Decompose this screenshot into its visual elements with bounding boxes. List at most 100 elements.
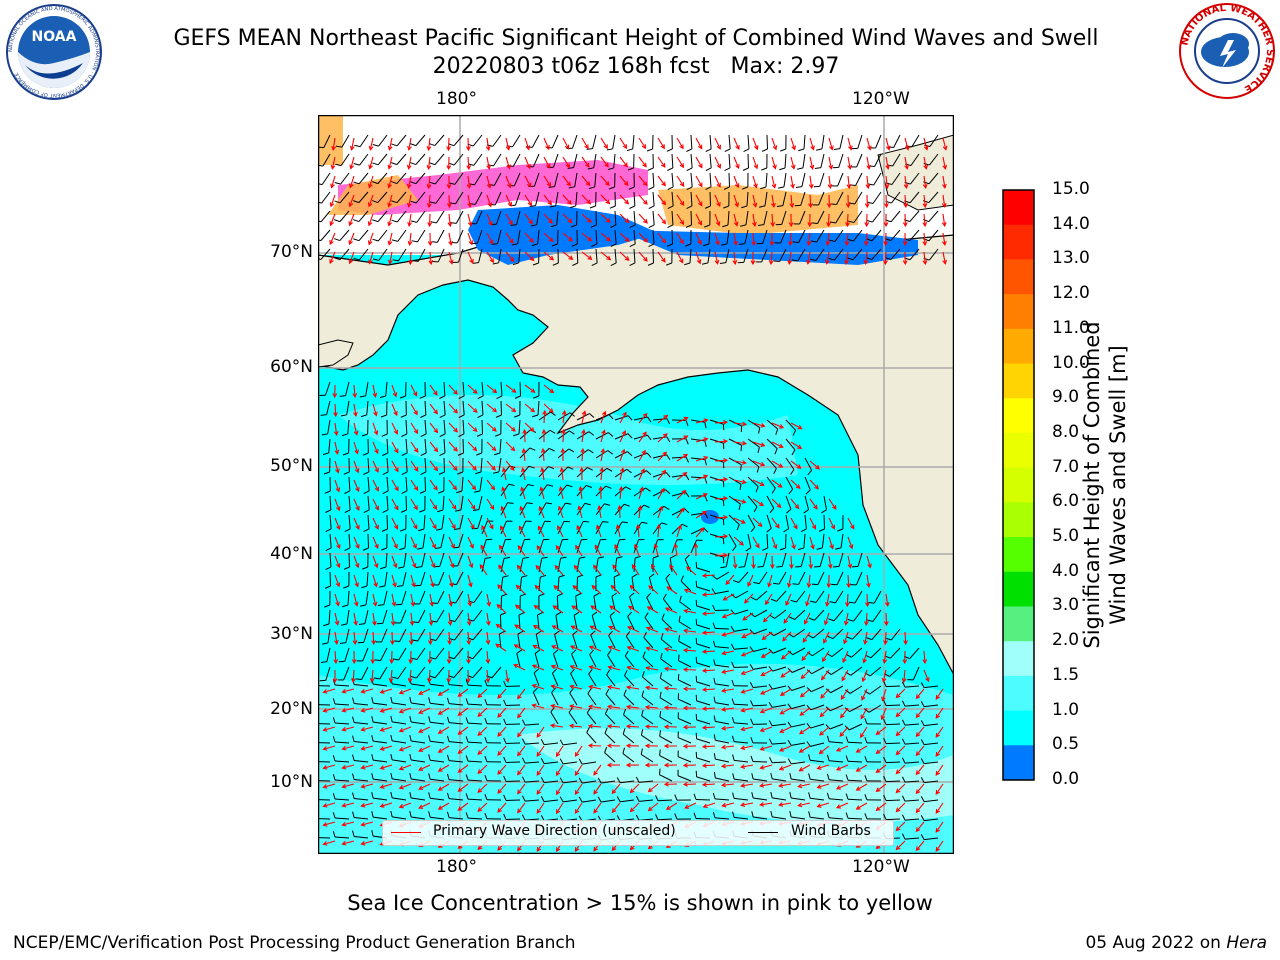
wind-barb-flag bbox=[551, 243, 558, 247]
wave-arrow bbox=[467, 156, 470, 170]
wind-barb bbox=[725, 248, 730, 263]
wave-arrow bbox=[410, 479, 419, 491]
wave-arrow-head bbox=[777, 483, 783, 488]
wave-arrow bbox=[733, 251, 736, 264]
wave-arrow bbox=[600, 213, 611, 223]
wind-barb bbox=[476, 229, 483, 244]
wind-barb bbox=[329, 552, 332, 568]
wind-barb bbox=[327, 419, 331, 434]
wind-barb bbox=[793, 628, 806, 638]
wave-arrow bbox=[399, 783, 412, 789]
wave-arrow-head bbox=[530, 407, 536, 413]
wave-arrow-head bbox=[799, 711, 805, 716]
wind-barb bbox=[436, 229, 445, 243]
wind-barb bbox=[838, 552, 844, 567]
wind-barb bbox=[403, 552, 407, 567]
wave-arrow bbox=[391, 384, 397, 397]
wave-arrow bbox=[559, 487, 564, 500]
wave-arrow-head bbox=[394, 505, 399, 511]
wave-arrow-head bbox=[683, 435, 689, 440]
wave-arrow-head bbox=[322, 689, 328, 694]
wave-arrow-head bbox=[683, 588, 689, 594]
wind-barb-flag bbox=[318, 164, 324, 167]
wind-barb-flag bbox=[711, 588, 716, 594]
wave-arrow-head bbox=[808, 203, 813, 209]
wave-arrow bbox=[616, 525, 621, 538]
wind-barb bbox=[633, 558, 636, 573]
wind-barb-flag bbox=[465, 736, 469, 743]
wave-arrow bbox=[486, 650, 489, 663]
wave-arrow-head bbox=[457, 711, 463, 716]
wave-arrow bbox=[915, 707, 925, 718]
wave-arrow-head bbox=[469, 543, 474, 549]
wave-arrow-head bbox=[767, 582, 772, 588]
wave-arrow-head bbox=[741, 499, 747, 504]
wave-arrow bbox=[752, 479, 765, 486]
wave-arrow-head bbox=[465, 146, 471, 152]
wave-arrow-head bbox=[861, 695, 866, 701]
wave-arrow-head bbox=[437, 805, 443, 810]
wind-barb bbox=[467, 798, 483, 801]
wind-barb-flag bbox=[503, 556, 511, 559]
wave-arrow-head bbox=[530, 388, 536, 393]
wave-arrow-head bbox=[734, 202, 739, 208]
wind-barb bbox=[611, 596, 616, 611]
wind-barb bbox=[586, 732, 597, 744]
wind-barb-flag bbox=[372, 238, 379, 242]
wind-barb bbox=[537, 400, 540, 415]
wave-arrow bbox=[458, 802, 469, 811]
wind-barb-flag bbox=[420, 414, 427, 418]
wave-arrow-head bbox=[517, 694, 522, 700]
wind-barb-flag bbox=[631, 573, 638, 578]
wave-legend-swatch bbox=[391, 832, 421, 833]
wave-arrow-head bbox=[418, 709, 424, 714]
wind-barb-flag bbox=[428, 792, 431, 799]
wave-arrow bbox=[399, 764, 412, 770]
wind-barb bbox=[709, 134, 712, 149]
wave-arrow bbox=[323, 726, 336, 731]
wind-barb-flag bbox=[678, 635, 681, 642]
wave-arrow bbox=[391, 536, 398, 549]
wind-barb-flag bbox=[516, 649, 522, 654]
wave-arrow bbox=[380, 783, 393, 789]
wind-barb-flag bbox=[410, 220, 417, 223]
wave-arrow-head bbox=[723, 515, 729, 520]
wave-arrow bbox=[486, 175, 491, 188]
wave-arrow-head bbox=[579, 466, 585, 472]
wind-barb-flag bbox=[788, 488, 794, 495]
wind-barb bbox=[480, 457, 483, 472]
wind-barb-flag bbox=[662, 593, 667, 600]
wind-barb-flag bbox=[578, 796, 583, 803]
colorbar-tick-label: 9.0 bbox=[1052, 387, 1080, 408]
wind-barb-flag bbox=[409, 772, 412, 780]
wind-barb-flag bbox=[571, 243, 578, 247]
wind-barb bbox=[766, 476, 776, 489]
wave-arrow bbox=[410, 422, 418, 434]
colorbar-band bbox=[1003, 190, 1034, 226]
wave-arrow-head bbox=[413, 486, 419, 492]
wind-barb-flag bbox=[332, 774, 336, 781]
wind-barb-flag bbox=[789, 792, 792, 799]
wind-barb-flag bbox=[705, 186, 712, 190]
wind-barb-flag bbox=[647, 434, 652, 441]
wind-barb bbox=[411, 721, 426, 725]
wind-barb-flag bbox=[568, 186, 575, 189]
wave-arrow bbox=[532, 704, 545, 709]
wave-arrow bbox=[590, 605, 602, 614]
wave-arrow-head bbox=[449, 582, 454, 588]
wave-arrow-head bbox=[606, 255, 612, 261]
wave-arrow-head bbox=[536, 808, 542, 814]
wind-barb bbox=[344, 647, 350, 662]
wind-barb-flag bbox=[411, 240, 418, 243]
wind-barb bbox=[392, 683, 407, 687]
wave-arrow-head bbox=[663, 724, 669, 730]
wave-arrow bbox=[646, 647, 659, 652]
wave-arrow-head bbox=[702, 493, 708, 498]
wind-barb-flag bbox=[635, 795, 640, 802]
wave-arrow bbox=[536, 726, 545, 738]
wind-barb-flag bbox=[644, 612, 649, 618]
wind-barb bbox=[573, 615, 578, 630]
wave-arrow bbox=[876, 764, 887, 773]
wind-barb-flag bbox=[584, 502, 591, 506]
wave-arrow-head bbox=[644, 724, 650, 729]
